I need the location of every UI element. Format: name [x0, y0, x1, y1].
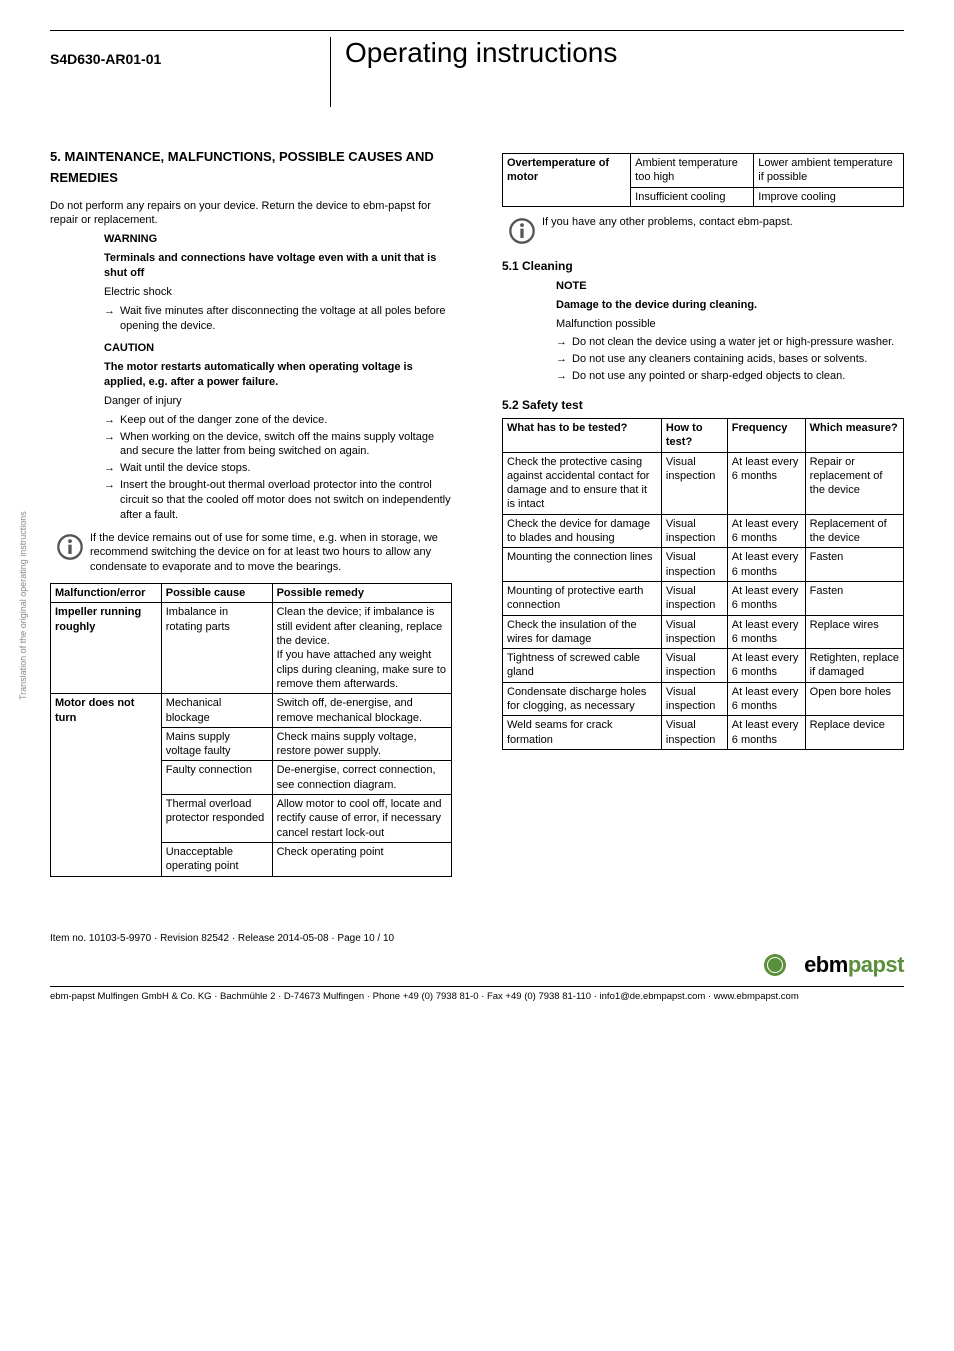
arrow-item: →Do not use any cleaners containing acid…: [556, 352, 904, 367]
left-column: 5. MAINTENANCE, MALFUNCTIONS, POSSIBLE C…: [50, 147, 452, 883]
table-header: Malfunction/error: [51, 584, 162, 603]
info-text-2: If you have any other problems, contact …: [542, 215, 904, 230]
table-header: What has to be tested?: [503, 418, 662, 452]
note-label: NOTE: [556, 280, 587, 292]
arrow-item: →Keep out of the danger zone of the devi…: [104, 413, 452, 428]
arrow-item: →Do not use any pointed or sharp-edged o…: [556, 369, 904, 384]
table-row: Overtemperature of motorAmbient temperat…: [503, 154, 904, 188]
note-bold: Damage to the device during cleaning.: [556, 299, 757, 311]
table-header: Possible cause: [161, 584, 272, 603]
warning-sub: Electric shock: [104, 285, 452, 300]
arrow-item: →Insert the brought-out thermal overload…: [104, 478, 452, 523]
bottom-rule: [50, 986, 904, 987]
header-divider: [330, 37, 331, 107]
footer-item-line: Item no. 10103-5-9970 · Revision 82542 ·…: [50, 933, 904, 944]
info-text-1: If the device remains out of use for som…: [90, 531, 452, 576]
info-icon: [50, 531, 90, 561]
note-sub: Malfunction possible: [556, 317, 904, 332]
caution-items: →Keep out of the danger zone of the devi…: [50, 413, 452, 523]
table-row: Check the device for damage to blades an…: [503, 514, 904, 548]
table-row: Mounting of protective earth connectionV…: [503, 581, 904, 615]
table-row: Impeller running roughlyImbalance in rot…: [51, 603, 452, 694]
cleaning-heading: 5.1 Cleaning: [502, 259, 904, 273]
caution-sub: Danger of injury: [104, 394, 452, 409]
side-rotated-text: Translation of the original operating in…: [18, 511, 28, 700]
warning-bold: Terminals and connections have voltage e…: [104, 252, 436, 279]
company-line: ebm-papst Mulfingen GmbH & Co. KG · Bach…: [50, 991, 904, 1002]
table-row: Motor does not turnMechanical blockageSw…: [51, 694, 452, 728]
ebmpapst-logo: ebmpapst: [804, 952, 904, 978]
safety-heading: 5.2 Safety test: [502, 398, 904, 412]
overtemp-table: Overtemperature of motorAmbient temperat…: [502, 153, 904, 207]
cleaning-items: →Do not clean the device using a water j…: [502, 335, 904, 384]
top-rule: [50, 30, 904, 31]
table-row: Mounting the connection linesVisual insp…: [503, 548, 904, 582]
safety-table: What has to be tested?How to test?Freque…: [502, 418, 904, 750]
page-title: Operating instructions: [345, 37, 617, 69]
section-5-heading: 5. MAINTENANCE, MALFUNCTIONS, POSSIBLE C…: [50, 147, 452, 189]
arrow-item: →Wait five minutes after disconnecting t…: [104, 304, 452, 334]
arrow-item: →When working on the device, switch off …: [104, 430, 452, 460]
table-row: Weld seams for crack formationVisual ins…: [503, 716, 904, 750]
table-header: Possible remedy: [272, 584, 451, 603]
malfunction-table: Malfunction/errorPossible causePossible …: [50, 583, 452, 876]
logo-dark: ebm: [804, 952, 848, 977]
table-header: How to test?: [661, 418, 727, 452]
warning-label: WARNING: [104, 233, 157, 245]
table-header: Frequency: [727, 418, 805, 452]
green-badge-icon: [764, 954, 786, 976]
right-column: Overtemperature of motorAmbient temperat…: [502, 147, 904, 883]
table-row: Tightness of screwed cable glandVisual i…: [503, 649, 904, 683]
table-header: Which measure?: [805, 418, 903, 452]
caution-bold: The motor restarts automatically when op…: [104, 361, 413, 388]
caution-label: CAUTION: [104, 342, 154, 354]
section-5-intro: Do not perform any repairs on your devic…: [50, 199, 452, 229]
table-row: Condensate discharge holes for clogging,…: [503, 682, 904, 716]
doc-code: S4D630-AR01-01: [50, 37, 330, 67]
table-row: Check the protective casing against acci…: [503, 452, 904, 514]
arrow-item: →Do not clean the device using a water j…: [556, 335, 904, 350]
logo-green: papst: [848, 952, 904, 977]
arrow-item: →Wait until the device stops.: [104, 461, 452, 476]
warning-items: →Wait five minutes after disconnecting t…: [50, 304, 452, 334]
table-row: Check the insulation of the wires for da…: [503, 615, 904, 649]
info-icon: [502, 215, 542, 245]
